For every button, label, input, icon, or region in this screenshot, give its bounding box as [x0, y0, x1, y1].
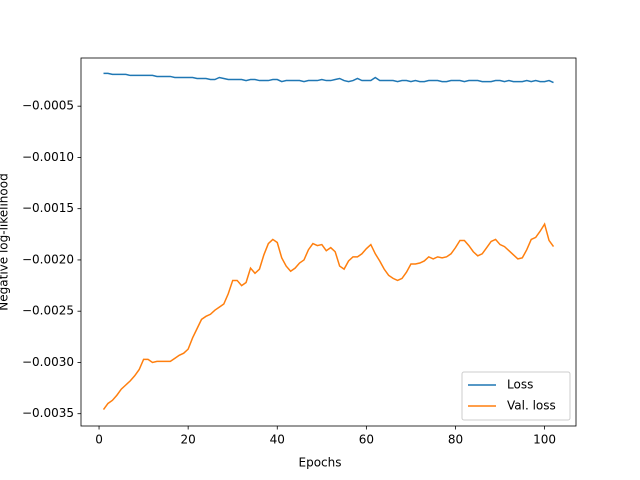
y-tick-label: −0.0025 — [22, 304, 74, 318]
y-axis-label: Negative log-likelihood — [0, 173, 11, 310]
y-tick-label: −0.0015 — [22, 201, 74, 215]
y-tick-label: −0.0010 — [22, 150, 74, 164]
x-axis-label: Epochs — [299, 456, 342, 470]
x-tick-label: 0 — [95, 433, 103, 447]
x-tick-label: 60 — [359, 433, 374, 447]
plot-frame — [80, 57, 577, 427]
legend-label: Loss — [507, 378, 533, 392]
y-tick-label: −0.0035 — [22, 406, 74, 420]
y-tick-label: −0.0020 — [22, 252, 74, 266]
x-tick-label: 20 — [181, 433, 196, 447]
x-tick-label: 100 — [533, 433, 556, 447]
legend-label: Val. loss — [507, 399, 556, 413]
series-line — [103, 72, 554, 84]
series-line — [102, 222, 555, 411]
legend-box — [461, 371, 571, 421]
x-tick-label: 40 — [270, 433, 285, 447]
y-tick-label: −0.0030 — [22, 355, 74, 369]
x-tick-label: 80 — [448, 433, 463, 447]
y-tick-label: −0.0005 — [22, 99, 74, 113]
